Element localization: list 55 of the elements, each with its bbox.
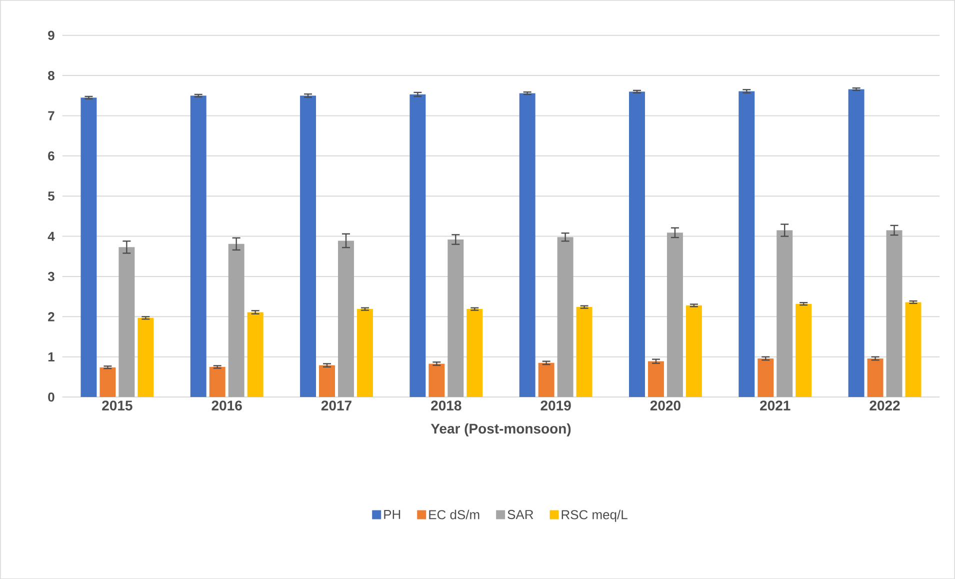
x-tick-label: 2020 bbox=[650, 400, 680, 410]
bar bbox=[247, 312, 264, 397]
legend-label: EC dS/m bbox=[429, 510, 480, 520]
bar bbox=[80, 98, 97, 397]
x-tick-label: 2018 bbox=[431, 400, 462, 410]
bar bbox=[448, 239, 464, 397]
legend-label: SAR bbox=[508, 510, 534, 519]
bar bbox=[338, 240, 354, 397]
x-tick-label: 2019 bbox=[540, 400, 571, 410]
bar bbox=[666, 232, 683, 397]
y-tick-label: 1 bbox=[48, 352, 54, 362]
x-tick-label: 2016 bbox=[212, 400, 242, 410]
y-tick-label: 8 bbox=[48, 70, 54, 80]
bar bbox=[686, 305, 702, 397]
bar bbox=[758, 358, 774, 397]
x-tick-label: 2017 bbox=[321, 400, 352, 410]
bar bbox=[905, 302, 922, 397]
bar bbox=[228, 244, 244, 397]
bar bbox=[557, 236, 574, 397]
bar bbox=[848, 89, 864, 397]
bar bbox=[538, 362, 554, 397]
bar bbox=[576, 306, 592, 397]
bar bbox=[118, 247, 135, 397]
bar bbox=[776, 230, 793, 397]
y-tick-label: 0 bbox=[48, 392, 54, 402]
bar bbox=[300, 96, 316, 397]
y-tick-label: 9 bbox=[48, 30, 54, 40]
bar bbox=[796, 304, 812, 397]
bar bbox=[138, 318, 154, 397]
bar bbox=[209, 366, 226, 397]
bar bbox=[519, 93, 536, 397]
y-tick-label: 3 bbox=[48, 272, 54, 281]
bar bbox=[190, 96, 206, 397]
x-tick-label: 2015 bbox=[102, 400, 132, 410]
y-tick-label: 2 bbox=[48, 312, 54, 322]
x-tick-label: 2021 bbox=[760, 400, 790, 410]
legend-label: RSC meq/L bbox=[562, 510, 628, 522]
bar bbox=[886, 230, 902, 397]
x-tick-label: 2022 bbox=[870, 400, 900, 410]
bar bbox=[100, 367, 116, 397]
bar bbox=[466, 308, 483, 397]
bar bbox=[410, 94, 426, 397]
x-axis-title: Year (Post-monsoon) bbox=[430, 423, 571, 436]
bar bbox=[648, 361, 664, 397]
y-tick-label: 7 bbox=[48, 111, 54, 120]
bar bbox=[738, 91, 755, 397]
bar bbox=[319, 365, 335, 397]
legend-label: PH bbox=[384, 510, 400, 519]
y-tick-label: 5 bbox=[48, 191, 54, 201]
y-tick-label: 4 bbox=[48, 232, 55, 241]
bar bbox=[356, 308, 373, 397]
bar bbox=[428, 364, 445, 397]
bar bbox=[628, 91, 645, 397]
bar bbox=[867, 358, 884, 397]
y-tick-label: 6 bbox=[48, 151, 54, 160]
